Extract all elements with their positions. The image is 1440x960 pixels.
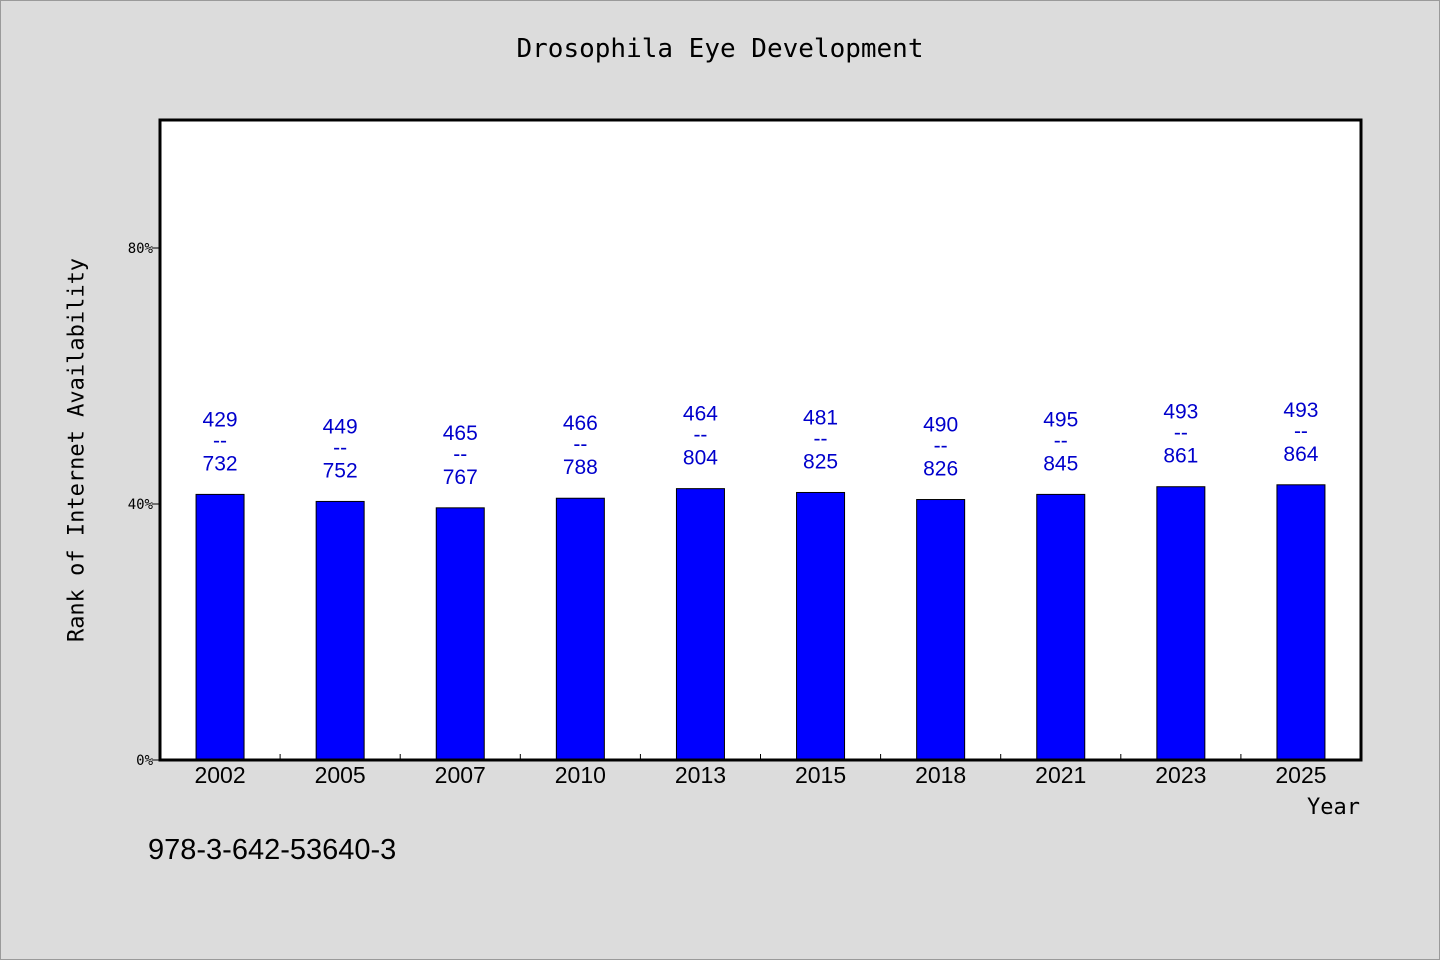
bar [796, 491, 846, 761]
x-tick-label: 2005 [315, 762, 366, 788]
bar-label-bottom: 826 [923, 458, 958, 481]
plot-frame [158, 118, 1363, 762]
bar-label-separator: -- [1174, 422, 1188, 445]
bar-label-top: 493 [1283, 399, 1318, 422]
bar [916, 499, 966, 761]
bar [1276, 484, 1326, 761]
bar-label-bottom: 861 [1163, 445, 1198, 468]
y-axis-label: Rank of Internet Availability [64, 257, 90, 643]
bar-label-top: 464 [683, 403, 718, 426]
x-tick-label: 2002 [194, 762, 245, 788]
bar-label-separator: -- [573, 433, 587, 456]
bar-label-top: 449 [323, 415, 358, 438]
y-tick-label: 0% [136, 753, 153, 769]
bar-label-separator: -- [213, 429, 227, 452]
chart-title: Drosophila Eye Development [516, 34, 924, 64]
bar-label-bottom: 804 [683, 447, 718, 470]
x-tick-label: 2018 [915, 762, 966, 788]
bar-label-top: 495 [1043, 408, 1078, 431]
bar-label-separator: -- [1294, 420, 1308, 443]
x-tick-label: 2025 [1275, 762, 1326, 788]
bar-label-top: 481 [803, 406, 838, 429]
x-tick-label: 2015 [795, 762, 846, 788]
bar [675, 488, 725, 761]
y-tick-label: 80% [128, 241, 154, 257]
bar-label-bottom: 788 [563, 456, 598, 479]
bar-label-separator: -- [333, 436, 347, 459]
bar [1156, 486, 1206, 761]
x-tick-label: 2010 [555, 762, 606, 788]
bar-label-separator: -- [1054, 429, 1068, 452]
y-tick-label: 40% [128, 497, 154, 513]
bar-label-bottom: 825 [803, 450, 838, 473]
bar-label-top: 465 [443, 422, 478, 445]
bar-label-top: 429 [203, 408, 238, 431]
bar [1036, 493, 1086, 761]
bar [555, 497, 605, 761]
bar [435, 507, 485, 761]
x-tick-label: 2023 [1155, 762, 1206, 788]
bar-label-bottom: 752 [323, 459, 358, 482]
bar-label-bottom: 845 [1043, 452, 1078, 475]
bar-label-separator: -- [934, 435, 948, 458]
bar-label-bottom: 864 [1283, 443, 1318, 466]
bar-label-bottom: 767 [443, 466, 478, 489]
x-tick-label: 2007 [435, 762, 486, 788]
footnote-isbn: 978-3-642-53640-3 [148, 834, 397, 866]
bar [195, 493, 245, 761]
bar-label-separator: -- [814, 427, 828, 450]
bar-label-separator: -- [453, 443, 467, 466]
bar-label-top: 466 [563, 412, 598, 435]
x-tick-label: 2013 [675, 762, 726, 788]
bar [315, 500, 365, 761]
x-axis-label: Year [1307, 795, 1360, 820]
x-tick-label: 2021 [1035, 762, 1086, 788]
bar-label-top: 493 [1163, 401, 1198, 424]
bar-label-separator: -- [693, 424, 707, 447]
bar-label-top: 490 [923, 414, 958, 437]
bar-label-bottom: 732 [203, 452, 238, 475]
